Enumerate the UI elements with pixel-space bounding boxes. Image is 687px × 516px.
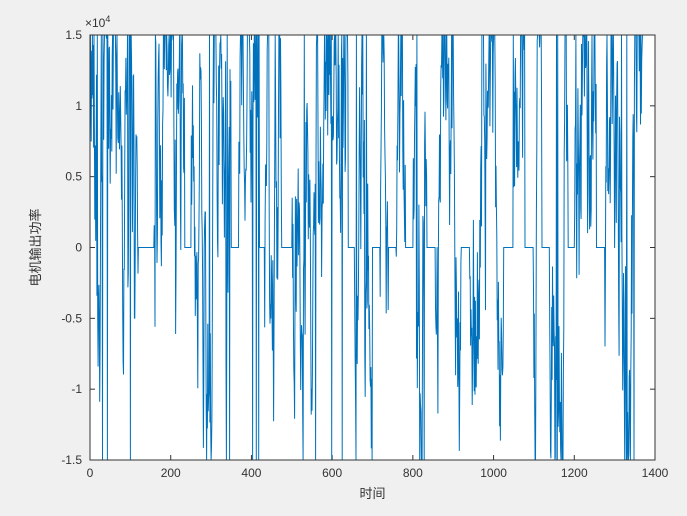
y-tick-label: 0.5 (65, 170, 82, 184)
x-tick-label: 600 (322, 466, 342, 480)
x-axis-label: 时间 (359, 486, 385, 501)
y-tick-label: 1 (75, 99, 82, 113)
x-tick-label: 1000 (480, 466, 507, 480)
y-tick-label: 1.5 (65, 28, 82, 42)
y-exponent-label: ×104 (85, 14, 110, 30)
x-tick-label: 200 (161, 466, 181, 480)
x-tick-label: 1400 (642, 466, 669, 480)
line-chart: 0 200 400 600 800 1000 1200 1400 -1.5 -1 -0.5 0 0.5 1… (0, 0, 687, 516)
x-tick-label: 800 (403, 466, 423, 480)
x-tick-label: 400 (241, 466, 261, 480)
x-tick-label: 1200 (561, 466, 588, 480)
x-tick-label: 0 (87, 466, 94, 480)
y-axis-label: 电机输出功率 (28, 208, 43, 286)
y-tick-label: -0.5 (61, 311, 82, 325)
y-tick-label: -1 (71, 382, 82, 396)
y-tick-label: -1.5 (61, 453, 82, 467)
y-tick-label: 0 (75, 241, 82, 255)
